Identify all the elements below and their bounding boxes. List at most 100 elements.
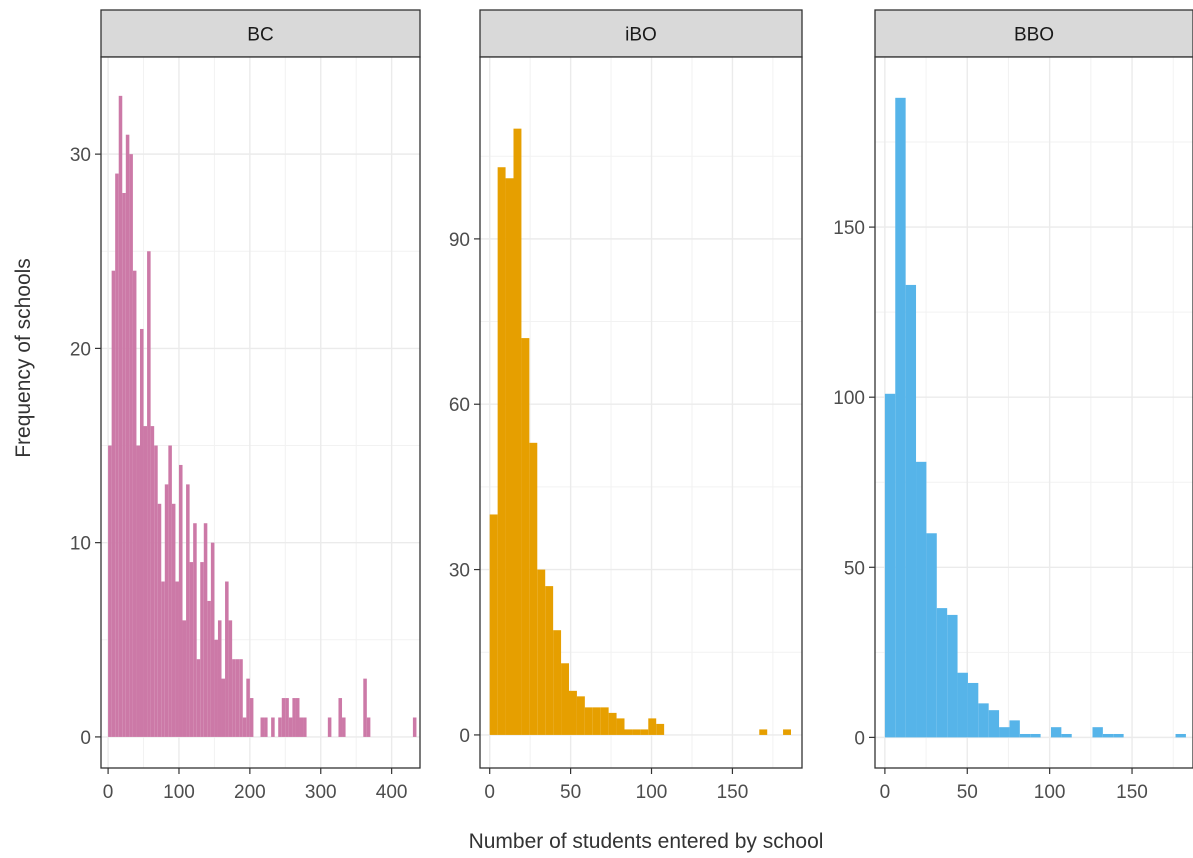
histogram-bar bbox=[225, 581, 229, 737]
panel-border bbox=[479, 56, 803, 769]
histogram-bar bbox=[1113, 733, 1124, 738]
histogram-bar bbox=[632, 729, 641, 735]
histogram-bar bbox=[505, 178, 514, 735]
histogram-bar bbox=[648, 718, 657, 735]
histogram-bar bbox=[207, 600, 211, 737]
histogram-bar bbox=[905, 284, 917, 738]
histogram-bar bbox=[529, 442, 538, 735]
histogram-bar bbox=[513, 128, 522, 735]
histogram-bar bbox=[278, 717, 282, 737]
histogram-bar bbox=[545, 586, 554, 735]
histogram-bar bbox=[246, 678, 250, 737]
histogram-bar bbox=[884, 393, 896, 738]
x-tick-label: 150 bbox=[1116, 782, 1148, 803]
histogram-bar bbox=[288, 717, 293, 737]
histogram-bar bbox=[759, 729, 768, 735]
histogram-bar bbox=[366, 717, 371, 737]
histogram-bar bbox=[592, 707, 601, 735]
histogram-bar bbox=[161, 581, 165, 737]
y-tick-label: 90 bbox=[449, 230, 470, 251]
histogram-bar bbox=[125, 134, 130, 737]
histogram-bar bbox=[193, 523, 197, 737]
x-tick-label: 50 bbox=[560, 782, 581, 803]
histogram-bar bbox=[164, 484, 169, 737]
y-tick-label: 150 bbox=[833, 218, 865, 239]
histogram-bar bbox=[338, 698, 343, 737]
histogram-bar bbox=[150, 426, 155, 737]
x-tick-label: 100 bbox=[1034, 782, 1066, 803]
histogram-bar bbox=[967, 682, 979, 738]
histogram-bar bbox=[132, 270, 137, 737]
histogram-bar bbox=[189, 562, 194, 737]
histogram-bar bbox=[292, 698, 296, 737]
panel-border bbox=[100, 56, 421, 769]
histogram-bar bbox=[264, 717, 268, 737]
histogram-bar bbox=[497, 167, 506, 735]
histogram-bar bbox=[203, 523, 208, 737]
histogram-bar bbox=[157, 503, 162, 737]
y-tick-label: 100 bbox=[833, 388, 865, 409]
histogram-bar bbox=[783, 729, 791, 735]
y-tick-label: 0 bbox=[459, 726, 470, 747]
histogram-bar bbox=[999, 727, 1010, 738]
histogram-bar bbox=[175, 581, 179, 737]
histogram-bar bbox=[978, 703, 989, 738]
histogram-bar bbox=[576, 696, 585, 735]
histogram-bar bbox=[221, 678, 226, 737]
histogram-bar bbox=[118, 95, 123, 737]
histogram-bar bbox=[143, 426, 148, 737]
x-tick-label: 150 bbox=[717, 782, 749, 803]
y-tick-label: 30 bbox=[70, 145, 91, 166]
y-tick-label: 50 bbox=[844, 558, 865, 579]
histogram-bar bbox=[1092, 727, 1103, 738]
histogram-bar bbox=[108, 445, 112, 737]
histogram-bar bbox=[200, 562, 204, 737]
histogram-bar bbox=[926, 533, 937, 738]
facet-panel-bc: BC 0 100 200 300 400 0 10 20 30 bbox=[70, 9, 421, 803]
x-tick-label: 0 bbox=[484, 782, 495, 803]
histogram-bar bbox=[957, 672, 968, 738]
histogram-bar bbox=[242, 717, 247, 737]
histogram-bar bbox=[616, 718, 625, 735]
y-tick-label: 30 bbox=[449, 561, 470, 582]
histogram-bar bbox=[214, 639, 218, 737]
histogram-bar bbox=[947, 614, 958, 738]
y-tick-label: 10 bbox=[70, 534, 91, 555]
histogram-bar bbox=[1019, 733, 1031, 738]
facet-strip-label: BC bbox=[247, 25, 273, 46]
histogram-bar bbox=[239, 659, 243, 737]
histogram-bar bbox=[537, 569, 546, 735]
histogram-bar bbox=[111, 270, 116, 737]
histogram-bar bbox=[489, 514, 498, 735]
y-axis-title: Frequency of schools bbox=[12, 258, 35, 458]
histogram-bar bbox=[363, 678, 367, 737]
histogram-bar bbox=[640, 729, 649, 735]
histogram-bar bbox=[228, 620, 233, 737]
histogram-bar bbox=[139, 328, 144, 737]
histogram-bar bbox=[608, 712, 617, 735]
histogram-bar bbox=[271, 717, 275, 737]
histogram-bar bbox=[656, 723, 665, 735]
histogram-bar bbox=[568, 690, 577, 735]
histogram-bar bbox=[136, 445, 140, 737]
histogram-bar bbox=[210, 542, 215, 737]
x-tick-label: 0 bbox=[103, 782, 114, 803]
histogram-bar bbox=[147, 251, 151, 737]
panel-border bbox=[874, 56, 1193, 769]
histogram-bar bbox=[584, 707, 593, 735]
histogram-bar bbox=[281, 698, 286, 737]
histogram-bar bbox=[1102, 733, 1114, 738]
histogram-bar bbox=[122, 192, 126, 737]
x-tick-label: 100 bbox=[163, 782, 195, 803]
histogram-bar bbox=[327, 717, 332, 737]
histogram-bar bbox=[561, 663, 569, 735]
histogram-bar bbox=[115, 173, 119, 737]
y-tick-label: 0 bbox=[854, 728, 865, 749]
histogram-bar bbox=[521, 338, 530, 735]
histogram-bar bbox=[303, 717, 307, 737]
x-tick-label: 200 bbox=[234, 782, 266, 803]
histogram-bar bbox=[171, 503, 176, 737]
histogram-bar bbox=[182, 620, 187, 737]
histogram-bar bbox=[988, 710, 1000, 738]
